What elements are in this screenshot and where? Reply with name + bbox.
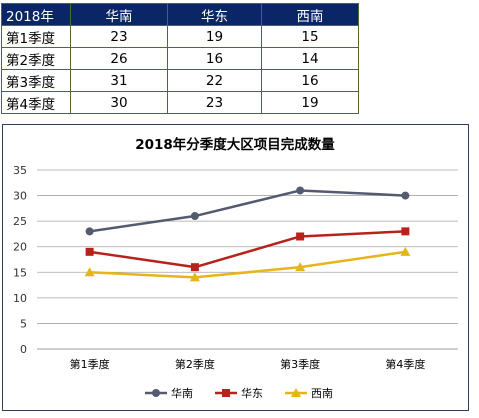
- table-row: 第1季度 23 19 15: [1, 25, 359, 48]
- table-cell: 19: [167, 25, 262, 48]
- table-cell: 26: [70, 47, 168, 70]
- legend-label: 西南: [311, 387, 333, 400]
- data-point: [190, 263, 199, 272]
- data-point: [401, 191, 410, 200]
- y-tick-label: 15: [13, 266, 27, 279]
- data-point: [296, 186, 305, 195]
- x-tick-label: 第2季度: [175, 357, 215, 371]
- y-tick-label: 30: [13, 190, 27, 203]
- table-cell: 15: [261, 25, 359, 48]
- series-1: [85, 186, 410, 236]
- data-point: [85, 247, 94, 256]
- table-cell: 31: [70, 69, 168, 92]
- table-cell: 16: [167, 47, 262, 70]
- chart-title: 2018年分季度大区项目完成数量: [135, 136, 335, 153]
- table-cell: 23: [70, 25, 168, 48]
- table-cell: 30: [70, 91, 168, 114]
- table-cell: 第3季度: [1, 69, 71, 92]
- table-cell: 第2季度: [1, 47, 71, 70]
- header-cell-xinan: 西南: [261, 3, 359, 26]
- table-cell: 23: [167, 91, 262, 114]
- data-table: 2018年 华南 华东 西南 第1季度 23 19 15 第2季度 26 16 …: [1, 3, 359, 114]
- y-tick-label: 5: [20, 317, 27, 330]
- table-cell: 14: [261, 47, 359, 70]
- y-tick-label: 25: [13, 215, 27, 228]
- x-tick-label: 第3季度: [280, 357, 320, 371]
- table-cell: 第1季度: [1, 25, 71, 48]
- series-line: [89, 189, 406, 233]
- data-point: [401, 227, 410, 236]
- legend-item: 西南: [285, 387, 333, 400]
- data-point: [189, 272, 200, 282]
- data-point: [190, 212, 199, 221]
- table-cell: 19: [261, 91, 359, 114]
- series-line: [89, 250, 406, 279]
- line-chart: 2018年分季度大区项目完成数量 0 5 10 15 20 25 30 35 第1季度 第2季度…: [13, 136, 458, 400]
- data-point: [296, 232, 305, 241]
- table-cell: 第4季度: [1, 91, 71, 114]
- series-2: [85, 227, 410, 272]
- legend-label: 华南: [171, 386, 193, 400]
- y-tick-label: 35: [13, 164, 27, 177]
- y-tick-label: 0: [20, 343, 27, 356]
- data-point: [84, 267, 95, 277]
- legend-item: 华南: [145, 386, 193, 400]
- legend-marker: [152, 389, 160, 397]
- data-point: [295, 262, 306, 272]
- table-header-row: 2018年 华南 华东 西南: [1, 3, 359, 26]
- legend-item: 华东: [215, 386, 263, 400]
- header-cell-huadong: 华东: [167, 3, 262, 26]
- y-tick-label: 20: [13, 241, 27, 254]
- table-row: 第3季度 31 22 16: [1, 69, 359, 92]
- x-tick-label: 第4季度: [385, 357, 425, 371]
- table-cell: 22: [167, 69, 262, 92]
- legend-marker: [291, 388, 301, 397]
- legend-label: 华东: [241, 386, 263, 400]
- data-point: [400, 246, 411, 256]
- chart-frame: 2018年分季度大区项目完成数量 0 5 10 15 20 25 30 35 第1季度 第2季度…: [2, 124, 469, 411]
- series-line: [89, 230, 406, 269]
- header-cell-year: 2018年: [1, 3, 71, 26]
- y-tick-label: 10: [13, 292, 27, 305]
- series-3: [84, 246, 411, 282]
- table-row: 第2季度 26 16 14: [1, 47, 359, 70]
- header-cell-huanan: 华南: [70, 3, 168, 26]
- table-cell: 16: [261, 69, 359, 92]
- data-point: [85, 227, 94, 236]
- table-row: 第4季度 30 23 19: [1, 91, 359, 114]
- x-tick-label: 第1季度: [70, 357, 110, 371]
- legend-marker: [222, 389, 230, 397]
